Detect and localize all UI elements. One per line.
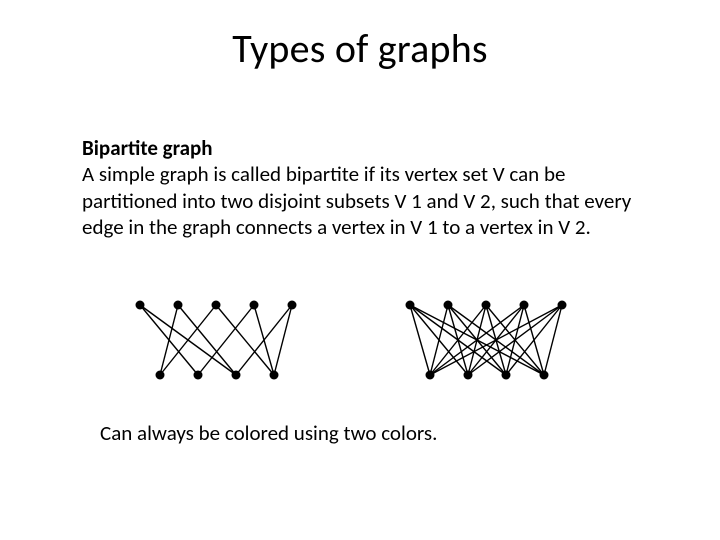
definition-text: A simple graph is called bipartite if it… <box>82 161 631 240</box>
graph-node-bottom <box>194 371 203 380</box>
graph-node-top <box>250 301 259 310</box>
slide: Types of graphs Bipartite graph A simple… <box>0 0 720 540</box>
footer-text: Can always be colored using two colors. <box>100 420 640 446</box>
graph-node-top <box>212 301 221 310</box>
bipartite-graph-right <box>406 301 567 380</box>
graph-node-top <box>174 301 183 310</box>
graph-node-bottom <box>502 371 511 380</box>
graph-node-bottom <box>540 371 549 380</box>
graph-node-top <box>444 301 453 310</box>
graph-edge <box>430 305 562 375</box>
graph-edge <box>410 305 430 375</box>
graph-node-top <box>520 301 529 310</box>
graph-node-top <box>288 301 297 310</box>
bipartite-graph-left <box>136 301 297 380</box>
diagram-area <box>120 285 620 400</box>
graph-node-bottom <box>464 371 473 380</box>
bipartite-diagrams-svg <box>120 285 620 400</box>
subheading: Bipartite graph <box>82 135 213 161</box>
graph-node-bottom <box>232 371 241 380</box>
graph-node-top <box>558 301 567 310</box>
graph-node-bottom <box>426 371 435 380</box>
graph-node-bottom <box>156 371 165 380</box>
graph-node-bottom <box>270 371 279 380</box>
graph-node-top <box>482 301 491 310</box>
slide-title: Types of graphs <box>0 24 720 73</box>
graph-node-top <box>406 301 415 310</box>
body-text-block: Bipartite graph A simple graph is called… <box>82 135 642 240</box>
graph-node-top <box>136 301 145 310</box>
